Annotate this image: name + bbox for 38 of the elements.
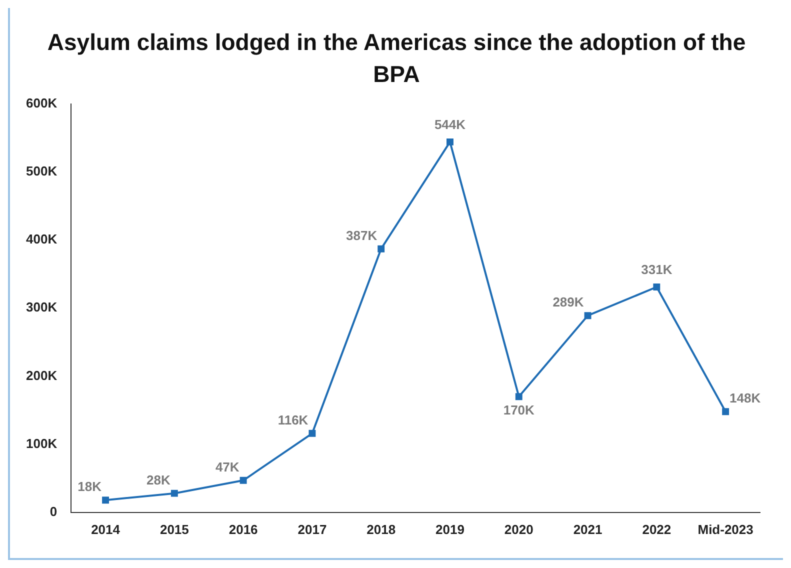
- x-tick-label: 2019: [436, 522, 464, 537]
- y-tick-label: 300K: [26, 300, 58, 315]
- y-tick-label: 100K: [26, 436, 58, 451]
- x-tick-label: 2020: [504, 522, 534, 537]
- point: [446, 138, 454, 146]
- data-label: 47K: [215, 459, 240, 474]
- point: [308, 430, 316, 437]
- data-label: 387K: [346, 228, 378, 243]
- point: [515, 393, 522, 400]
- y-tick-label: 500K: [26, 163, 58, 178]
- data-label: 331K: [641, 262, 673, 278]
- x-tick-label: 2018: [366, 522, 396, 537]
- data-label: 289K: [552, 294, 584, 310]
- chart-title: Asylum claims lodged in the Americas since the adoption of the BPA: [46, 28, 746, 89]
- point: [378, 245, 385, 252]
- point: [102, 496, 109, 504]
- y-tick-label: 600K: [26, 95, 58, 110]
- data-label: 116K: [278, 412, 309, 428]
- x-tick-label: 2015: [160, 522, 189, 537]
- x-tick-label: 2017: [298, 522, 327, 537]
- data-label: 148K: [730, 390, 762, 406]
- data-label: 28K: [146, 472, 172, 488]
- point: [653, 284, 660, 290]
- data-label: 544K: [434, 117, 466, 132]
- data-label: 170K: [503, 402, 536, 418]
- point: [584, 312, 592, 320]
- x-tick-label: 2014: [91, 522, 121, 537]
- x-tick-label: Mid-2023: [698, 522, 754, 537]
- point: [170, 490, 178, 497]
- x-tick-label: 2022: [642, 522, 672, 537]
- data-label: 18K: [78, 479, 102, 494]
- x-tick-label: 2021: [573, 522, 602, 537]
- y-tick-label: 0: [50, 504, 58, 519]
- point: [240, 476, 247, 484]
- x-tick-label: 2016: [228, 522, 258, 537]
- y-tick-label: 400K: [26, 232, 58, 247]
- y-tick-label: 200K: [26, 368, 58, 383]
- point: [722, 408, 730, 416]
